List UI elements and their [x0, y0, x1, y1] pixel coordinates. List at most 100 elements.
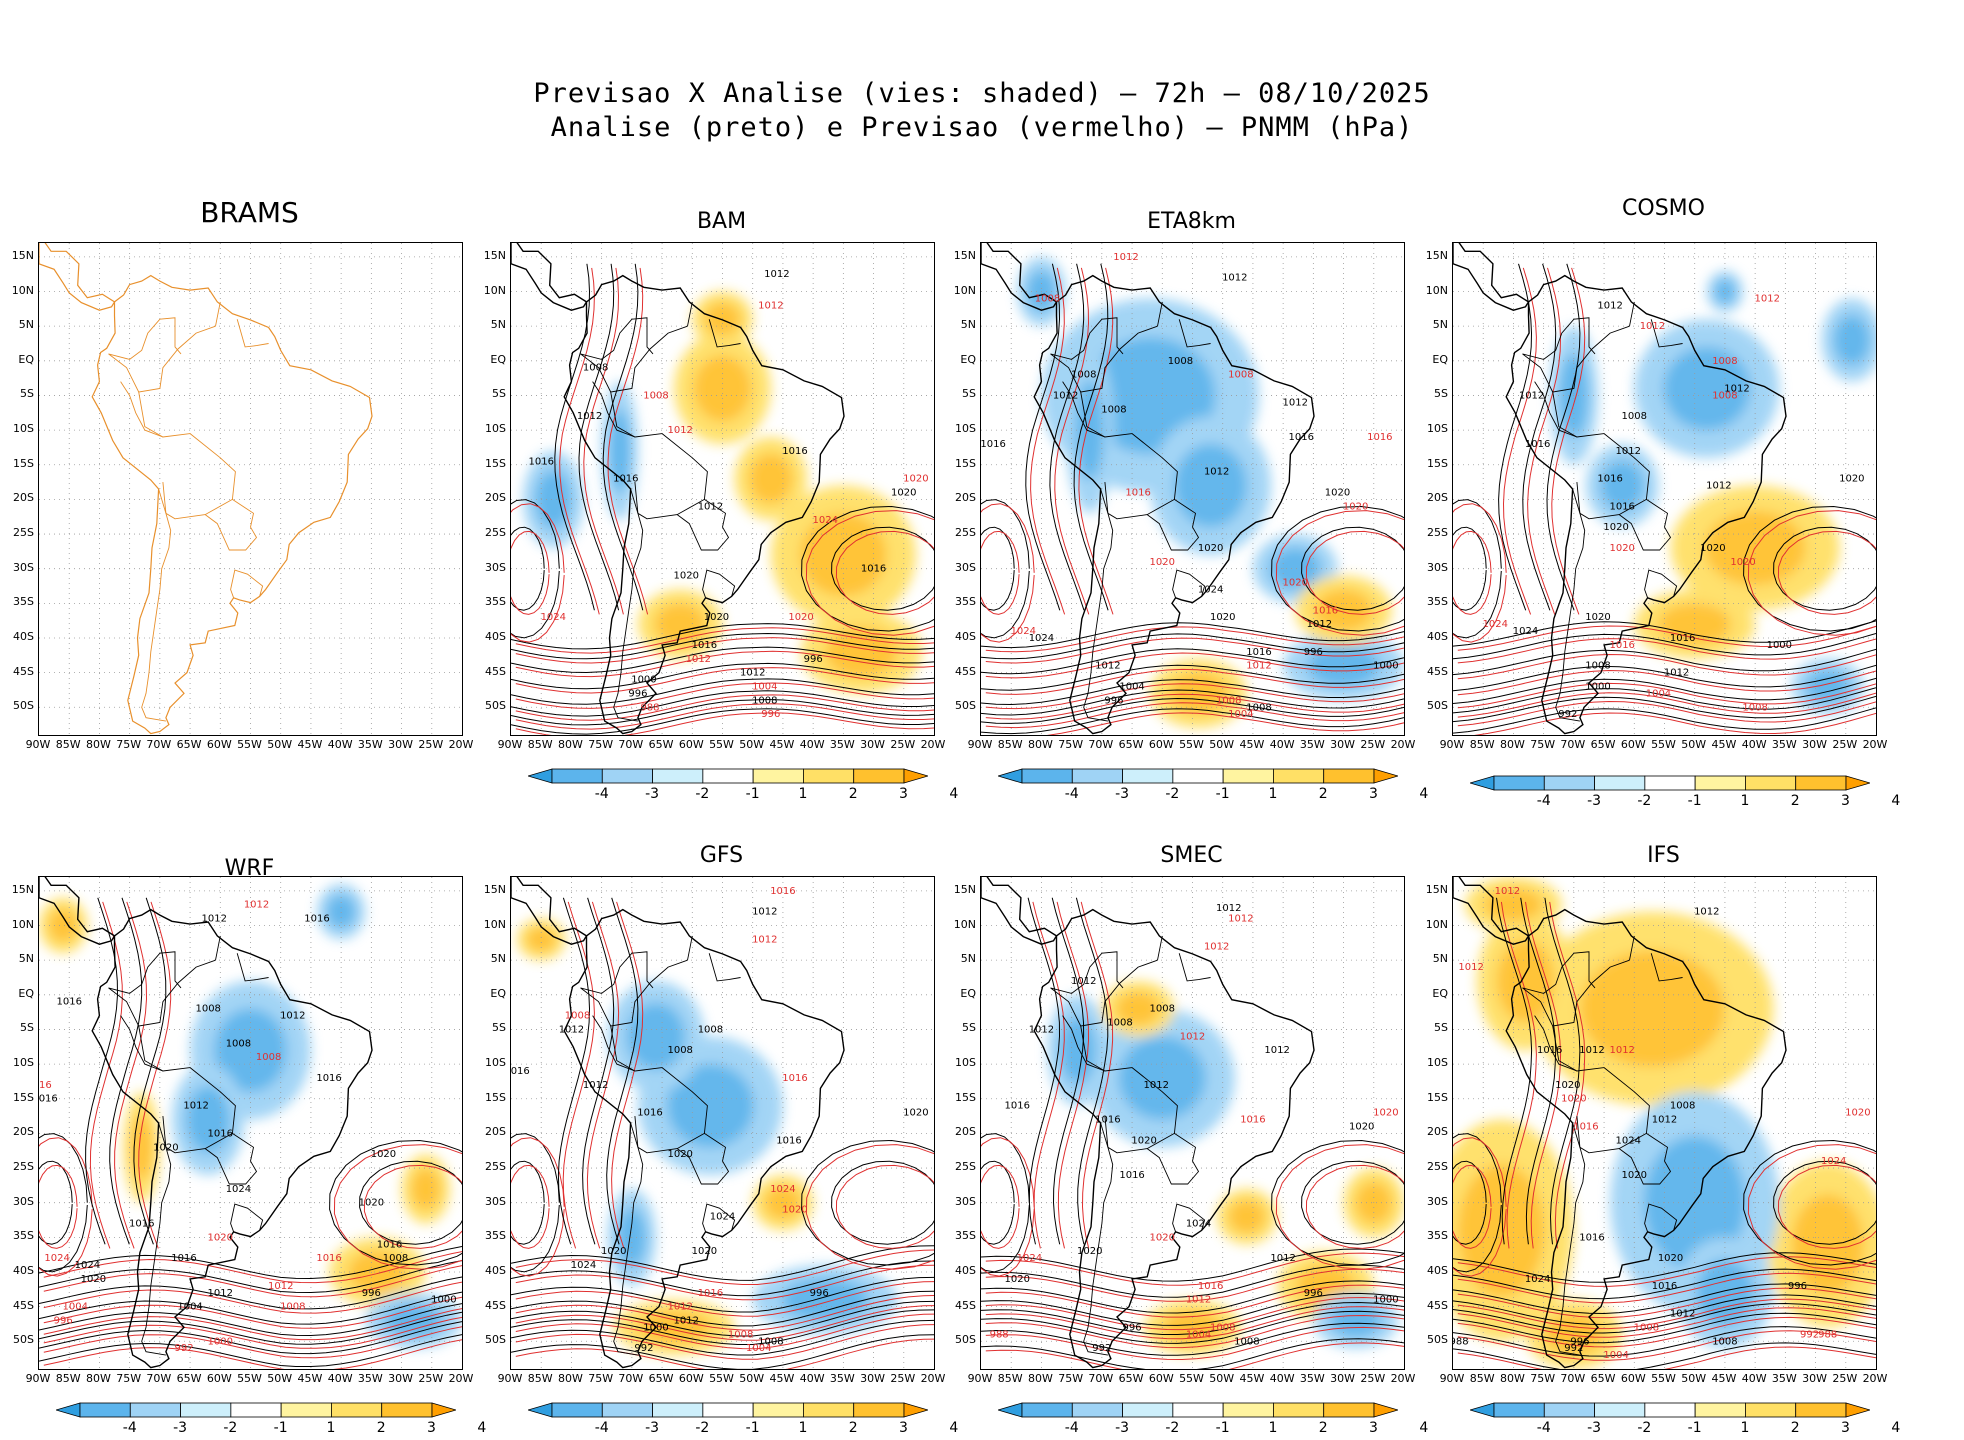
analysis-isobar-label: 1016: [1525, 439, 1550, 450]
panel-title-cosmo: COSMO: [1622, 196, 1705, 221]
analysis-isobar-label: 1016: [304, 914, 329, 925]
lat-tick-label: EQ: [960, 352, 976, 366]
lat-tick-label: 25S: [1427, 1160, 1448, 1174]
colorbar-swatch: [280, 1402, 332, 1418]
analysis-isobar-label: 1024: [1513, 626, 1538, 637]
bias-shading: [1549, 270, 1876, 715]
lon-tick-label: 25W: [890, 738, 916, 751]
map-canvas-wrf: 1012 1012 1016 1016 1008 1012 1008 1008 1016 1016…: [39, 877, 462, 1369]
analysis-isobar: [1049, 263, 1085, 611]
colorbar-swatch: [1171, 1402, 1224, 1418]
analysis-isobar-label: 1008: [1246, 702, 1271, 713]
forecast-isobar-label: 1020: [903, 474, 928, 485]
panel-title-brams: BRAMS: [200, 196, 299, 229]
lat-tick-label: EQ: [18, 986, 34, 1000]
lat-tick-label: 10S: [13, 1056, 34, 1070]
lat-tick-label: 50S: [13, 1333, 34, 1347]
colorbar-label: 4: [1419, 786, 1429, 802]
negative-bias-core: [781, 1278, 869, 1321]
analysis-isobar-label: 996: [362, 1288, 381, 1299]
positive-bias-core: [1169, 672, 1228, 715]
colorbar-swatch: [1322, 1402, 1374, 1418]
country-border: [676, 1133, 730, 1185]
analysis-isobar-label: 1012: [764, 269, 789, 280]
analysis-isobar: [831, 1160, 934, 1245]
forecast-isobar: [985, 702, 1404, 729]
analysis-isobar-label: 1024: [1525, 1274, 1550, 1285]
analysis-isobar: [981, 1338, 1404, 1369]
map-brams: [38, 242, 463, 736]
lon-tick-label: 85W: [997, 1372, 1023, 1385]
analysis-isobar: [1520, 897, 1557, 1245]
analysis-isobar-label: 1012: [208, 1288, 233, 1299]
lon-tick-label: 30W: [860, 1372, 885, 1385]
lon-tick-label: 55W: [1179, 1372, 1204, 1385]
analysis-isobar: [1453, 633, 1876, 660]
forecast-isobar-label: 988: [990, 1329, 1009, 1340]
forecast-isobar: [1457, 1346, 1876, 1369]
negative-bias-core: [1600, 460, 1644, 511]
lat-tick-label: 15N: [483, 248, 506, 262]
lon-tick-label: 70W: [146, 1372, 172, 1385]
lon-tick-label: 55W: [237, 1372, 262, 1385]
lon-tick-label: 25W: [1832, 738, 1858, 751]
analysis-isobar-label: 1016: [316, 1073, 341, 1084]
map-smec: 1012 1012 1012 1012 1008 1008 1012 1012 1012 1016…: [980, 876, 1405, 1370]
lon-tick-label: 75W: [1530, 738, 1556, 751]
lon-tick-label: 55W: [237, 738, 262, 751]
lon-tick-label: 25W: [1360, 738, 1386, 751]
lat-tick-label: 10N: [1425, 917, 1448, 931]
forecast-isobar: [981, 1164, 1020, 1249]
forecast-isobar-label: 1020: [1845, 1108, 1870, 1119]
analysis-isobar: [981, 499, 1030, 639]
lat-tick-label: 15N: [483, 882, 506, 896]
colorbar-label: 3: [899, 1420, 908, 1436]
analysis-isobar-label: 1008: [1101, 404, 1126, 415]
forecast-isobar: [515, 1249, 934, 1285]
colorbar-label: -4: [594, 1420, 609, 1436]
country-border: [108, 951, 182, 1027]
forecast-isobar-label: 1012: [1640, 321, 1665, 332]
forecast-isobar: [43, 1326, 462, 1359]
forecast-isobar-label: 1012: [752, 934, 777, 945]
analysis-isobar-label: 1024: [1186, 1218, 1211, 1229]
lat-tick-label: 15S: [13, 456, 34, 470]
analysis-isobar: [1453, 695, 1876, 723]
analysis-isobar-label: 1020: [1622, 1170, 1647, 1181]
analysis-isobar-label: 1016: [528, 456, 553, 467]
colorbar-bam: -4 -3 -2 -1 1 2 3 4: [527, 768, 958, 806]
lat-tick-label: 35S: [1427, 595, 1448, 609]
map-eta8km: 1012 1012 1008 1008 1008 1012 1008 1008 1012 1016…: [980, 242, 1405, 736]
colorbar-wrf: -4 -3 -2 -1 1 2 3 4: [55, 1402, 486, 1440]
forecast-isobar: [835, 1164, 934, 1249]
lon-tick-label: 50W: [739, 1372, 765, 1385]
analysis-isobar-label: 992: [1092, 1343, 1111, 1354]
forecast-isobar-label: 1012: [1180, 1031, 1205, 1042]
lon-tick-label: 65W: [1590, 1372, 1616, 1385]
colorbar-swatch: [651, 768, 703, 784]
lon-tick-label: 45W: [297, 738, 323, 751]
analysis-isobar-label: 996: [804, 654, 823, 665]
forecast-isobar-label: 988: [640, 702, 659, 713]
colorbar-label: -2: [223, 1420, 238, 1436]
lat-tick-label: 20S: [955, 491, 976, 505]
lat-tick-label: 15N: [11, 248, 34, 262]
analysis-isobar-label: 1016: [1095, 1115, 1120, 1126]
analysis-isobar-label: 1024: [710, 1212, 735, 1223]
analysis-isobar-label: 996: [628, 688, 647, 699]
map-canvas-brams: [39, 243, 462, 735]
analysis-isobar-label: 1012: [577, 411, 602, 422]
analysis-isobar-label: 1008: [1670, 1101, 1695, 1112]
lon-tick-label: 70W: [1560, 1372, 1586, 1385]
colorbar-label: -3: [645, 1420, 660, 1436]
lat-tick-label: 10N: [1425, 283, 1448, 297]
lat-tick-label: 10S: [13, 422, 34, 436]
lon-tick-label: 55W: [1179, 738, 1204, 751]
lon-tick-label: 65W: [648, 738, 674, 751]
forecast-isobar-label: 1012: [1228, 914, 1253, 925]
lon-tick-label: 50W: [267, 1372, 293, 1385]
forecast-isobar: [1046, 712, 1404, 735]
analysis-isobar: [511, 1245, 934, 1281]
lon-tick-label: 35W: [357, 1372, 383, 1385]
analysis-isobar-label: 1000: [643, 1322, 668, 1333]
